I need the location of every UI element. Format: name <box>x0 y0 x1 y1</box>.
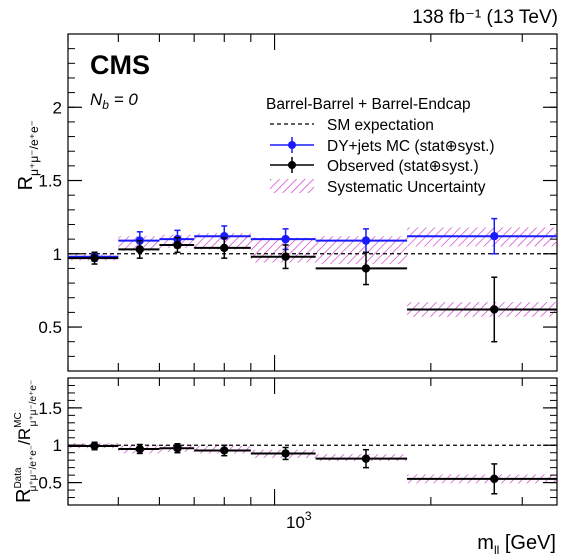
ratio-y-tick-label-0.5: 0.5 <box>38 474 62 493</box>
mc-point-4 <box>281 234 290 244</box>
ratio-x-ticks <box>67 378 523 505</box>
observed-point-0 <box>90 253 99 263</box>
ratio-point-5 <box>361 454 371 463</box>
main-plot-frame <box>67 33 558 372</box>
legend-sys-marker <box>270 179 314 193</box>
ratio-point-1 <box>135 444 144 454</box>
legend-header: Barrel-Barrel + Barrel-Endcap <box>266 96 471 113</box>
main-y-tick-label-0.5: 0.5 <box>38 318 62 337</box>
mc-point-5 <box>361 236 371 245</box>
main-y-axis-title: Rμ⁺μ⁻/e⁺e⁻ <box>15 120 41 190</box>
legend-sm-label: SM expectation <box>327 117 434 134</box>
luminosity-label: 138 fb⁻¹ (13 TeV) <box>412 7 558 28</box>
ratio-y-axis-title: RData μ⁺μ⁻/e⁺e⁻/RMC μ⁺μ⁻/e⁺e⁻ <box>13 380 39 503</box>
ratio-sys-band-5 <box>315 454 408 461</box>
legend-sys-label: Systematic Uncertainty <box>327 179 486 196</box>
mc-point-6 <box>490 232 499 241</box>
x-axis-title: mll [GeV] <box>477 532 556 557</box>
legend-obs-label: Observed (stat⊕syst.) <box>327 158 479 175</box>
legend-mc-label: DY+jets MC (stat⊕syst.) <box>327 138 495 155</box>
ratio-point-3 <box>220 446 229 455</box>
observed-series <box>68 236 557 343</box>
observed-point-3 <box>220 243 229 253</box>
selection-label: Nb = 0 <box>90 90 138 112</box>
ratio-y-ticks: 0.5 1 1.5 <box>38 377 557 506</box>
main-x-ticks <box>67 34 523 371</box>
main-y-ticks: 0.5 1 1.5 2 <box>38 33 557 372</box>
svg-text:Rμ⁺μ⁻/e⁺e⁻: Rμ⁺μ⁻/e⁺e⁻ <box>15 120 41 190</box>
ratio-point-2 <box>173 444 182 453</box>
x-tick-label-1000: 103 <box>286 509 312 532</box>
legend-mc-marker <box>270 137 314 153</box>
main-y-tick-label-1: 1 <box>53 245 62 264</box>
main-y-tick-label-1.5: 1.5 <box>38 172 62 191</box>
main-y-tick-label-2: 2 <box>53 98 62 117</box>
observed-point-2 <box>173 240 182 250</box>
ratio-y-tick-label-1.5: 1.5 <box>38 399 62 418</box>
legend-obs-marker <box>270 157 314 173</box>
main-panel: 0.5 1 1.5 2 Rμ⁺μ⁻/e⁺e⁻ <box>15 33 558 372</box>
observed-point-5 <box>361 264 371 273</box>
ratio-y-tick-label-1: 1 <box>53 436 62 455</box>
sys-band-3 <box>194 233 251 250</box>
ratio-panel: 0.511.5 RData μ⁺μ⁻/e⁺e⁻/RMC μ⁺μ⁻/e⁺e⁻ 103 … <box>13 377 558 557</box>
observed-point-4 <box>281 252 290 261</box>
observed-point-1 <box>135 245 144 254</box>
cms-logo-text: CMS <box>90 50 150 80</box>
ratio-series <box>68 441 557 495</box>
observed-point-6 <box>490 305 499 314</box>
legend: Barrel-Barrel + Barrel-Endcap SM expecta… <box>266 96 495 196</box>
ratio-point-4 <box>281 449 290 458</box>
ratio-point-6 <box>490 474 499 484</box>
ratio-point-0 <box>90 441 99 451</box>
ratio-plot-frame <box>67 377 558 506</box>
